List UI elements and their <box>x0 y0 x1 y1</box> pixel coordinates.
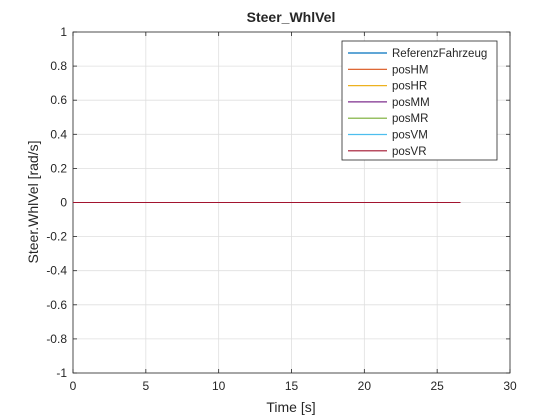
tick-layer: 0 5 10 15 20 25 30 -1 -0.8 -0.6 -0.4 -0.2 0 0.2 0.4 0.6… <box>46 25 517 393</box>
y-tick-label: -0.8 <box>46 332 67 346</box>
y-axis-label: Steer.WhlVel [rad/s] <box>25 141 41 264</box>
legend-entry-label: posVR <box>392 146 427 158</box>
legend-entry-label: posMM <box>392 97 430 109</box>
x-tick-label: 25 <box>430 379 444 393</box>
y-tick-label: -0.2 <box>46 230 67 244</box>
legend-box <box>341 40 498 161</box>
x-tick-label: 30 <box>503 379 517 393</box>
x-tick-label: 10 <box>212 379 226 393</box>
x-tick-label: 0 <box>70 379 77 393</box>
legend-entry-label: posHR <box>392 81 427 93</box>
x-tick-label: 15 <box>285 379 299 393</box>
y-tick-label: 1 <box>60 25 67 39</box>
y-tick-label: 0.4 <box>50 127 67 141</box>
legend-entry-label: posHM <box>392 64 428 76</box>
y-tick-label: 0.6 <box>50 93 67 107</box>
x-tick-label: 20 <box>358 379 372 393</box>
legend[interactable]: ReferenzFahrzeug posHM posHR posMM posMR posV… <box>341 40 498 161</box>
y-tick-label: -0.6 <box>46 298 67 312</box>
y-tick-label: 0.2 <box>50 161 67 175</box>
x-tick-label: 5 <box>142 379 149 393</box>
y-tick-label: 0.8 <box>50 59 67 73</box>
legend-entry-label: posMR <box>392 113 428 125</box>
y-tick-label: -1 <box>56 366 67 380</box>
y-tick-label: 0 <box>60 196 67 210</box>
chart-title: Steer_WhlVel <box>247 9 336 25</box>
y-tick-label: -0.4 <box>46 264 67 278</box>
x-axis-label: Time [s] <box>266 399 315 415</box>
legend-entry-label: posVM <box>392 130 428 142</box>
legend-entry-label: ReferenzFahrzeug <box>392 48 487 60</box>
